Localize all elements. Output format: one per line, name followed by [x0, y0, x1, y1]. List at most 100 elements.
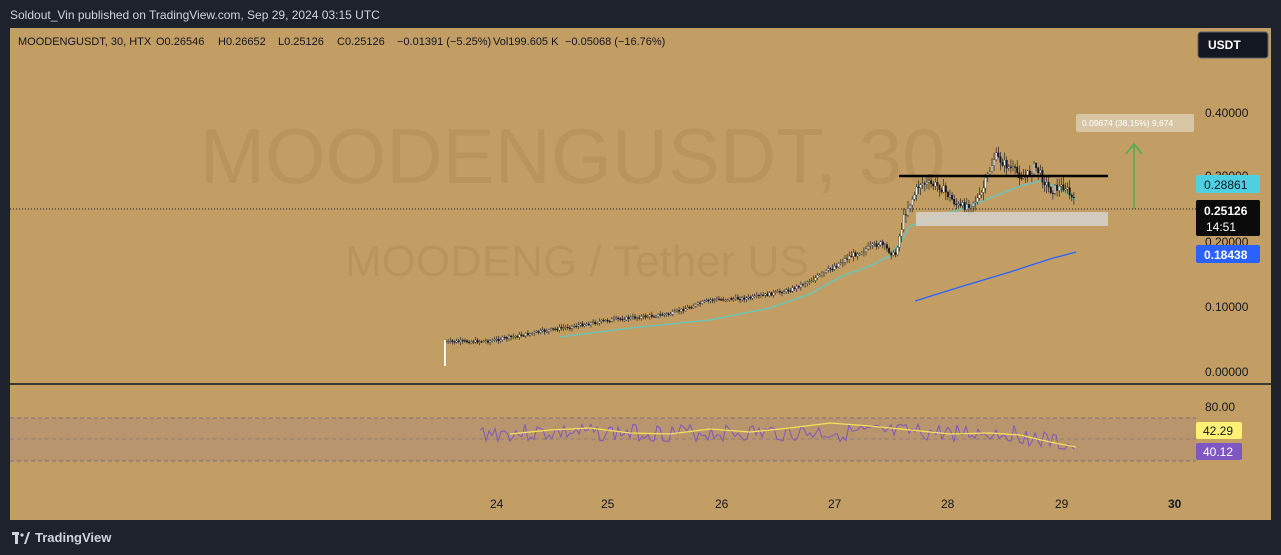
candle-body — [634, 316, 636, 319]
candle-body — [1035, 163, 1038, 168]
candle-body — [1064, 188, 1067, 191]
candle-body — [629, 317, 632, 319]
candle-body — [562, 327, 565, 329]
candle-body — [825, 270, 828, 273]
candle-body — [667, 313, 670, 315]
candle-body — [919, 184, 922, 189]
candle-body — [902, 214, 905, 230]
candle-body — [993, 159, 996, 166]
candle-body — [1030, 173, 1033, 175]
footer-bar: TradingView — [0, 520, 1281, 555]
rsi-line — [479, 422, 1075, 450]
candle-body — [957, 203, 960, 205]
candle-body — [730, 298, 733, 300]
candle-body — [1001, 162, 1004, 166]
candle-body — [722, 299, 725, 301]
chart-frame[interactable]: MOODENGUSDT, 30 MOODENG / Tether US MOOD… — [10, 28, 1271, 520]
currency-button[interactable]: USDT — [1197, 31, 1269, 59]
candle-body — [636, 317, 639, 319]
candle-body — [459, 340, 462, 343]
candle-body — [503, 337, 506, 339]
candle-body — [619, 318, 622, 320]
candle-body — [539, 330, 542, 333]
tradingview-logo[interactable]: TradingView — [12, 530, 111, 545]
candle-body — [724, 299, 727, 301]
candle-body — [680, 308, 683, 312]
candle-body — [547, 329, 550, 332]
candle-body — [900, 229, 903, 237]
candle-body — [676, 310, 678, 312]
candle-body — [814, 277, 817, 281]
candle-body — [520, 334, 523, 336]
candle-body — [516, 336, 519, 338]
candle-body — [921, 183, 924, 185]
candle-body — [963, 202, 966, 210]
candle-body — [944, 185, 947, 193]
candle-body — [468, 341, 471, 344]
time-tick: 29 — [1055, 497, 1069, 511]
candle-body — [835, 266, 838, 268]
candle-body — [1047, 182, 1050, 188]
candle-body — [867, 245, 870, 250]
candle-body — [862, 251, 865, 253]
candle-body — [820, 272, 823, 275]
candle-body — [543, 329, 546, 332]
candle-body — [466, 340, 468, 343]
candle-body — [797, 285, 800, 288]
candle-body — [694, 304, 697, 307]
candle-body — [934, 182, 937, 187]
candle-body — [648, 314, 651, 317]
candle-body — [890, 252, 893, 256]
candle-body — [482, 340, 485, 342]
candle-body — [1066, 187, 1069, 190]
candle-body — [575, 325, 578, 328]
candle-body — [972, 202, 975, 207]
time-tick: 26 — [715, 497, 729, 511]
candle-body — [804, 283, 807, 285]
candle-body — [707, 299, 710, 302]
candle-body — [514, 336, 517, 338]
candle-body — [1037, 167, 1040, 174]
rsi-ma-text: 42.29 — [1203, 424, 1233, 438]
candle-body — [1054, 184, 1056, 194]
candle-body — [499, 339, 502, 341]
candle-body — [930, 180, 933, 184]
candle-body — [732, 298, 735, 300]
candle-body — [697, 302, 699, 305]
candle-body — [879, 241, 882, 246]
candle-body — [703, 300, 706, 302]
candle-body — [657, 314, 660, 317]
candle-body — [495, 338, 498, 341]
brand-name: TradingView — [35, 530, 112, 545]
candle-body — [621, 318, 624, 321]
candle-body — [665, 313, 668, 315]
candle-body — [970, 206, 972, 209]
candle-body — [573, 325, 576, 328]
candle-body — [858, 253, 861, 255]
candle-body — [686, 307, 689, 309]
candle-body — [1045, 182, 1048, 186]
price-tick: 0.00000 — [1205, 365, 1249, 379]
time-tick: 25 — [601, 497, 615, 511]
candle-body — [827, 268, 830, 271]
candle-body — [1070, 194, 1073, 198]
candle-body — [772, 292, 775, 296]
candle-body — [478, 341, 481, 343]
candle-body — [625, 316, 628, 321]
candle-body — [579, 323, 582, 326]
chart-svg[interactable]: MOODENGUSDT, 30 MOODENG / Tether US MOOD… — [10, 28, 1271, 520]
candle-body — [1058, 186, 1061, 191]
candle-body — [484, 340, 487, 342]
support-zone[interactable] — [916, 212, 1108, 226]
candle-body — [829, 268, 832, 270]
candle-body — [940, 189, 943, 193]
candle-body — [531, 333, 534, 335]
candle-body — [768, 292, 771, 296]
measure-label[interactable]: 0.09674 (38.15%) 9,674 — [1076, 114, 1194, 132]
candle-body — [598, 321, 601, 324]
candle-body — [661, 314, 664, 316]
candle-body — [913, 194, 916, 200]
candle-body — [988, 171, 991, 175]
candle-body — [529, 333, 531, 336]
candle-body — [461, 340, 464, 342]
